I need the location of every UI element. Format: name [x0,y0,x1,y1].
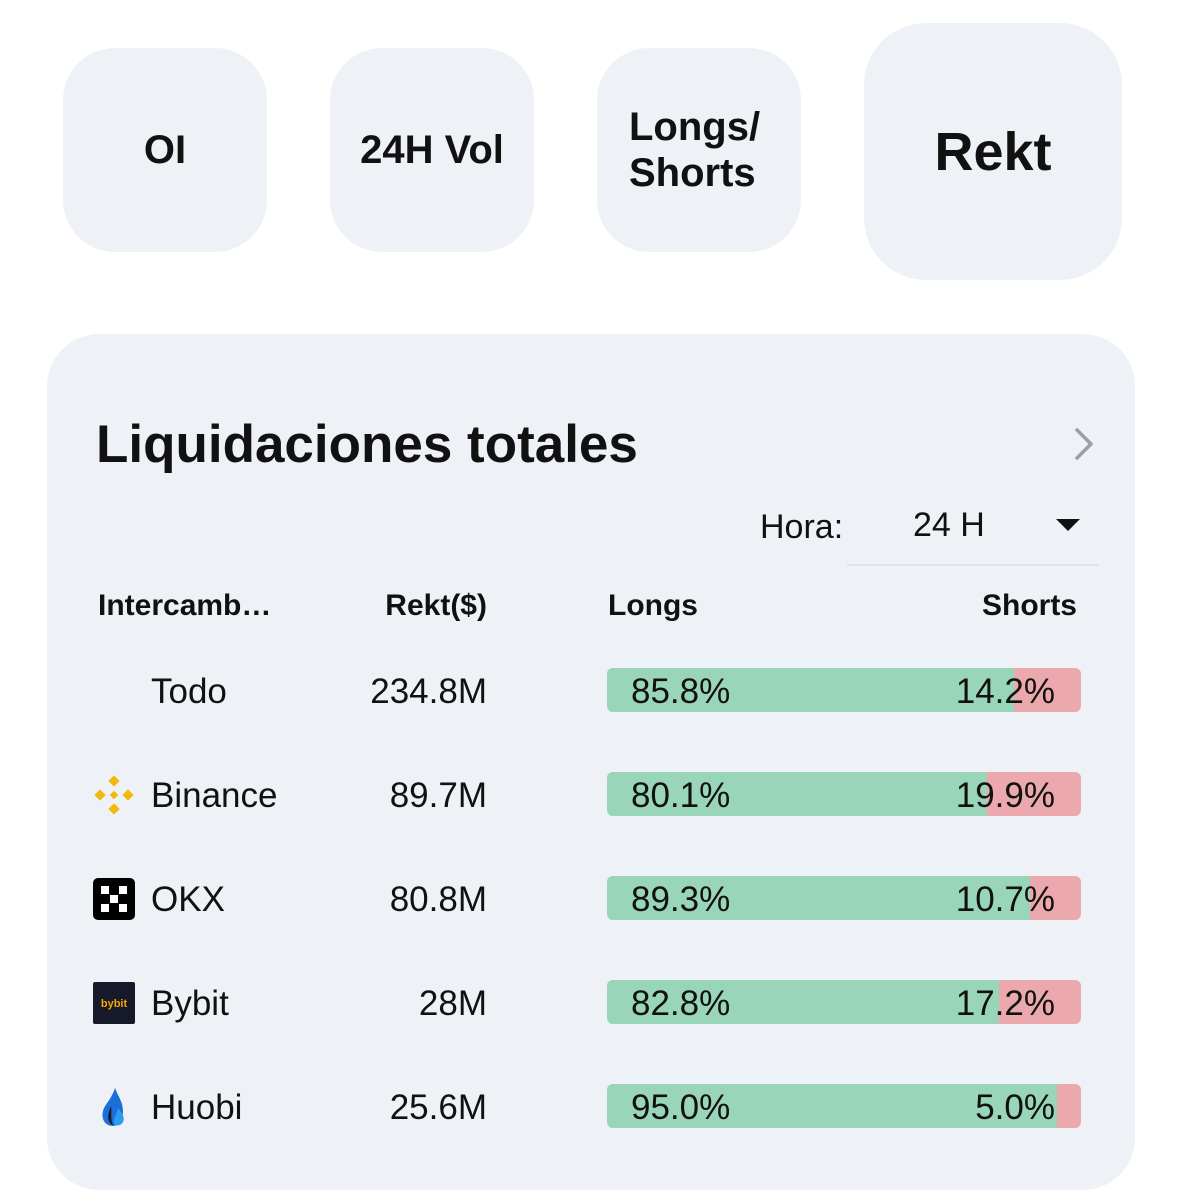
column-header-rekt[interactable]: Rekt($) [385,589,487,622]
huobi-logo-icon [102,1088,124,1126]
table-row-binance[interactable]: Binance 89.7M 80.1% 19.9% [47,764,1135,824]
exchange-name: Huobi [151,1088,243,1127]
rekt-value: 80.8M [389,880,487,919]
long-fill [607,876,1031,920]
long-percent: 80.1% [631,776,731,815]
long-fill [607,772,987,816]
long-percent: 82.8% [631,984,731,1023]
card-title: Liquidaciones totales [96,415,638,474]
okx-logo-icon [93,878,135,920]
long-short-bar: 82.8% 17.2% [607,980,1081,1024]
table-row-okx[interactable]: OKX 80.8M 89.3% 10.7% [47,868,1135,928]
long-fill [607,668,1014,712]
caret-down-icon [1056,519,1080,531]
short-percent: 10.7% [955,880,1055,919]
tab-24h-vol[interactable]: 24H Vol [330,48,534,252]
tab-rekt-label: Rekt [934,121,1052,182]
tab-oi-label: OI [143,127,187,172]
exchange-name: OKX [151,880,225,919]
table-row-todo[interactable]: Todo 234.8M 85.8% 14.2% [47,660,1135,720]
rekt-value: 28M [418,984,487,1023]
table-row-bybit[interactable]: bybit Bybit 28M 82.8% 17.2% [47,972,1135,1032]
column-header-longs[interactable]: Longs [608,589,698,622]
tab-oi[interactable]: OI [63,48,267,252]
long-percent: 89.3% [631,880,731,919]
short-percent: 14.2% [955,672,1055,711]
long-short-bar: 95.0% 5.0% [607,1084,1081,1128]
long-short-bar: 80.1% 19.9% [607,772,1081,816]
long-percent: 85.8% [631,672,731,711]
long-fill [607,1084,1058,1128]
total-liquidations-card: Liquidaciones totales Hora: 24 H Interca… [47,334,1135,1190]
tab-longs-shorts[interactable]: Longs/ Shorts [597,48,801,252]
tab-24h-vol-label: 24H Vol [360,127,504,172]
long-short-bar: 85.8% 14.2% [607,668,1081,712]
time-range-value: 24 H [913,506,985,544]
chevron-right-icon[interactable] [1069,426,1099,462]
exchange-name: Binance [151,776,278,815]
long-fill [607,980,1000,1024]
binance-logo-icon [94,775,134,815]
table-row-huobi[interactable]: Huobi 25.6M 95.0% 5.0% [47,1076,1135,1136]
short-percent: 19.9% [955,776,1055,815]
rekt-value: 89.7M [389,776,487,815]
long-percent: 95.0% [631,1088,731,1127]
rekt-value: 25.6M [389,1088,487,1127]
tab-longs-shorts-label: Longs/ Shorts [629,105,761,195]
column-header-exchange[interactable]: Intercamb… [98,589,272,622]
tab-rekt[interactable]: Rekt [864,23,1122,280]
bybit-logo-text: bybit [101,998,128,1010]
long-short-bar: 89.3% 10.7% [607,876,1081,920]
exchange-name: Todo [151,672,227,711]
time-range-label: Hora: [760,508,844,546]
bybit-logo-icon: bybit [93,982,135,1024]
time-range-select[interactable]: 24 H [847,494,1099,566]
short-percent: 17.2% [955,984,1055,1023]
exchange-name: Bybit [151,984,229,1023]
column-header-shorts[interactable]: Shorts [981,589,1077,622]
rekt-value: 234.8M [370,672,487,711]
short-percent: 5.0% [975,1088,1055,1127]
